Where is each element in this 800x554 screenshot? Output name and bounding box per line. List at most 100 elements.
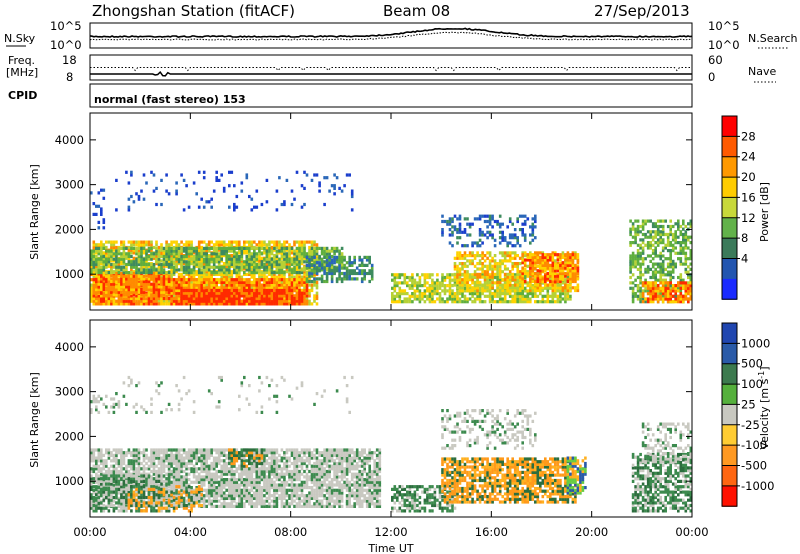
heatmap-cell <box>283 278 286 282</box>
heatmap-cell <box>160 279 163 284</box>
heatmap-cell <box>197 275 201 279</box>
heatmap-cell <box>220 278 223 282</box>
heatmap-cell <box>132 299 136 303</box>
heatmap-cell <box>137 252 141 256</box>
heatmap-cell <box>350 277 354 281</box>
heatmap-cell <box>526 284 530 288</box>
heatmap-cell <box>315 280 319 284</box>
heatmap-cell <box>513 283 517 287</box>
heatmap-cell <box>92 296 96 301</box>
heatmap-cell <box>285 278 289 282</box>
heatmap-cell <box>155 262 158 266</box>
heatmap-cell <box>92 270 96 274</box>
heatmap-cell <box>157 245 161 250</box>
heatmap-cell <box>483 272 487 276</box>
heatmap-cell <box>320 268 324 272</box>
heatmap-cell <box>343 271 346 276</box>
heatmap-cell <box>122 279 126 284</box>
heatmap-cell <box>135 294 138 298</box>
heatmap-cell <box>167 293 171 297</box>
heatmap-cell <box>253 257 256 261</box>
heatmap-cell <box>280 256 284 260</box>
heatmap-cell <box>441 281 444 285</box>
heatmap-cell <box>207 299 211 303</box>
heatmap-cell <box>167 259 171 263</box>
heatmap-cell <box>406 297 409 301</box>
heatmap-cell <box>190 280 193 284</box>
heatmap-cell <box>526 281 530 285</box>
heatmap-cell <box>513 273 517 277</box>
heatmap-cell <box>488 292 492 296</box>
heatmap-cell <box>152 274 156 278</box>
heatmap-cell <box>503 286 507 290</box>
heatmap-cell <box>531 253 535 257</box>
heatmap-cell <box>107 262 111 266</box>
heatmap-cell <box>278 251 281 255</box>
heatmap-cell <box>90 252 93 256</box>
heatmap-cell <box>544 300 547 304</box>
heatmap-cell <box>265 249 269 253</box>
heatmap-cell <box>503 294 507 298</box>
heatmap-cell <box>476 283 479 287</box>
heatmap-cell <box>220 268 223 272</box>
heatmap-cell <box>406 281 409 285</box>
heatmap-cell <box>217 278 221 282</box>
nave-line <box>90 67 692 72</box>
heatmap-cell <box>90 254 93 259</box>
heatmap-cell <box>363 263 366 267</box>
heatmap-cell <box>230 249 234 253</box>
heatmap-cell <box>155 254 158 258</box>
heatmap-cell <box>172 268 176 272</box>
heatmap-cell <box>280 291 284 295</box>
heatmap-cell <box>293 288 296 293</box>
heatmap-cell <box>255 283 259 287</box>
heatmap-cell <box>238 275 241 279</box>
heatmap-cell <box>235 272 239 276</box>
heatmap-cell <box>298 260 301 264</box>
heatmap-cell <box>172 271 176 275</box>
heatmap-cell <box>265 252 269 256</box>
heatmap-cell <box>220 240 223 244</box>
heatmap-cell <box>536 253 540 257</box>
heatmap-cell <box>313 259 316 263</box>
heatmap-cell <box>210 260 213 264</box>
heatmap-cell <box>273 291 276 295</box>
heatmap-cell <box>278 249 281 253</box>
heatmap-cell <box>396 294 399 298</box>
heatmap-cell <box>248 291 251 295</box>
heatmap-cell <box>273 264 276 268</box>
heatmap-cell <box>270 299 274 303</box>
heatmap-cell <box>491 264 494 268</box>
heatmap-cell <box>481 283 484 287</box>
heatmap-cell <box>160 285 163 289</box>
noise-search-line <box>89 31 693 41</box>
heatmap-cell <box>145 279 148 284</box>
heatmap-cell <box>300 302 304 306</box>
heatmap-cell <box>556 253 560 257</box>
heatmap-cell <box>228 262 231 266</box>
heatmap-cell <box>285 286 289 290</box>
heatmap-cell <box>335 269 339 273</box>
heatmap-cell <box>526 297 530 301</box>
heatmap-cell <box>182 260 186 264</box>
heatmap-cell <box>320 279 324 284</box>
heatmap-cell <box>438 286 442 290</box>
heatmap-cell <box>180 262 183 267</box>
heatmap-cell <box>491 286 494 290</box>
heatmap-cell <box>182 283 186 287</box>
heatmap-cell <box>210 265 213 269</box>
heatmap-cell <box>323 271 326 276</box>
heatmap-cell <box>245 254 249 259</box>
heatmap-cell <box>115 288 118 292</box>
heatmap-cell <box>488 297 492 301</box>
heatmap-cell <box>190 283 193 287</box>
heatmap-cell <box>260 243 264 247</box>
heatmap-cell <box>165 285 168 289</box>
heatmap-cell <box>130 282 133 286</box>
heatmap-cell <box>145 302 148 306</box>
heatmap-cell <box>308 261 311 265</box>
heatmap-cell <box>207 254 211 259</box>
heatmap-cell <box>217 302 221 306</box>
heatmap-cell <box>411 275 414 280</box>
heatmap-cell <box>202 275 206 279</box>
